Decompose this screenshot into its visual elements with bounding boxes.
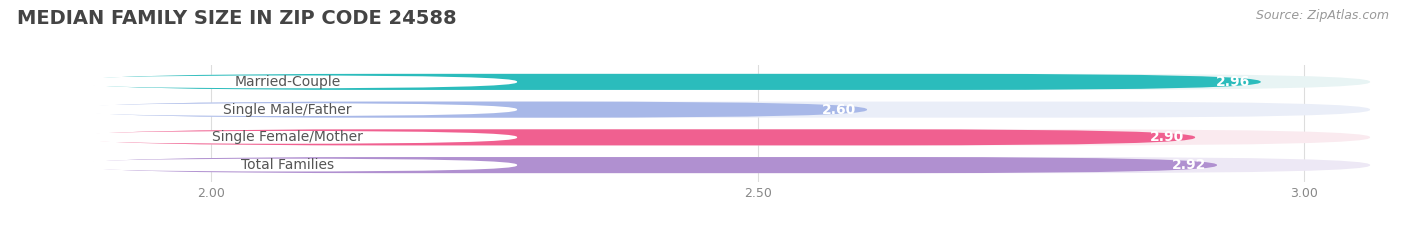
FancyBboxPatch shape <box>80 157 1218 173</box>
FancyBboxPatch shape <box>80 129 1195 145</box>
Text: Single Female/Mother: Single Female/Mother <box>212 130 363 144</box>
Text: 2.96: 2.96 <box>1216 75 1250 89</box>
Text: MEDIAN FAMILY SIZE IN ZIP CODE 24588: MEDIAN FAMILY SIZE IN ZIP CODE 24588 <box>17 9 457 28</box>
FancyBboxPatch shape <box>58 131 517 144</box>
FancyBboxPatch shape <box>58 75 517 88</box>
Text: Total Families: Total Families <box>240 158 335 172</box>
Text: Source: ZipAtlas.com: Source: ZipAtlas.com <box>1256 9 1389 22</box>
FancyBboxPatch shape <box>58 159 517 171</box>
FancyBboxPatch shape <box>58 103 517 116</box>
FancyBboxPatch shape <box>80 157 1369 173</box>
Text: Married-Couple: Married-Couple <box>235 75 340 89</box>
Text: 2.60: 2.60 <box>823 103 856 117</box>
FancyBboxPatch shape <box>80 129 1369 145</box>
FancyBboxPatch shape <box>80 102 1369 118</box>
Text: 2.92: 2.92 <box>1171 158 1206 172</box>
Text: Single Male/Father: Single Male/Father <box>224 103 352 117</box>
FancyBboxPatch shape <box>80 102 868 118</box>
FancyBboxPatch shape <box>80 74 1369 90</box>
FancyBboxPatch shape <box>80 74 1261 90</box>
Text: 2.90: 2.90 <box>1150 130 1184 144</box>
